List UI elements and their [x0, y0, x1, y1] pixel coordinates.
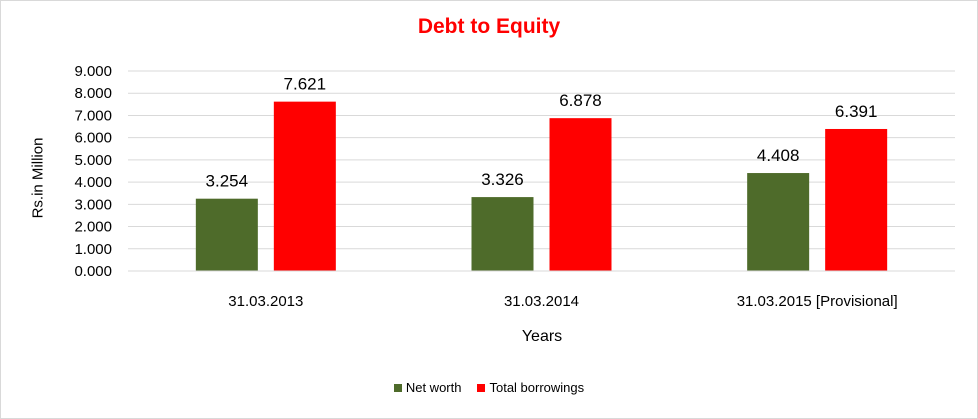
- y-tick-label: 5.000: [74, 152, 112, 169]
- bar-net-worth: [195, 198, 258, 271]
- x-tick-label: 31.03.2015 [Provisional]: [737, 293, 898, 310]
- data-label: 3.326: [481, 170, 524, 189]
- bar-total-borrowings: [549, 118, 612, 272]
- data-label: 6.878: [559, 91, 602, 110]
- bar-total-borrowings: [273, 101, 336, 272]
- y-tick-label: 4.000: [74, 174, 112, 191]
- y-tick-label: 9.000: [74, 63, 112, 80]
- x-tick-label: 31.03.2014: [504, 293, 579, 310]
- x-axis-label: Years: [521, 328, 563, 345]
- legend-label-total-borrowings: Total borrowings: [489, 380, 585, 395]
- legend-item-net-worth: Net worth: [393, 380, 462, 395]
- y-tick-label: 1.000: [74, 241, 112, 258]
- chart-title: Debt to Equity: [417, 15, 561, 38]
- data-label: 3.254: [206, 172, 249, 191]
- legend-swatch-total-borrowings: [477, 383, 486, 392]
- legend-label-net-worth: Net worth: [405, 380, 462, 395]
- data-label: 4.408: [757, 146, 800, 165]
- bar-total-borrowings: [825, 128, 888, 271]
- data-label: 7.621: [284, 75, 327, 94]
- y-tick-label: 2.000: [74, 219, 112, 236]
- data-label: 6.391: [835, 102, 878, 121]
- legend-item-total-borrowings: Total borrowings: [477, 380, 584, 395]
- x-tick-label: 31.03.2013: [228, 293, 303, 310]
- bar-net-worth: [747, 173, 810, 271]
- y-tick-label: 7.000: [74, 107, 112, 124]
- legend: Net worth Total borrowings: [0, 380, 978, 395]
- bar-net-worth: [471, 197, 534, 271]
- y-tick-label: 8.000: [74, 85, 112, 102]
- y-tick-label: 6.000: [74, 130, 112, 147]
- y-tick-label: 3.000: [74, 196, 112, 213]
- legend-swatch-net-worth: [393, 383, 402, 392]
- y-tick-label: 0.000: [74, 263, 112, 280]
